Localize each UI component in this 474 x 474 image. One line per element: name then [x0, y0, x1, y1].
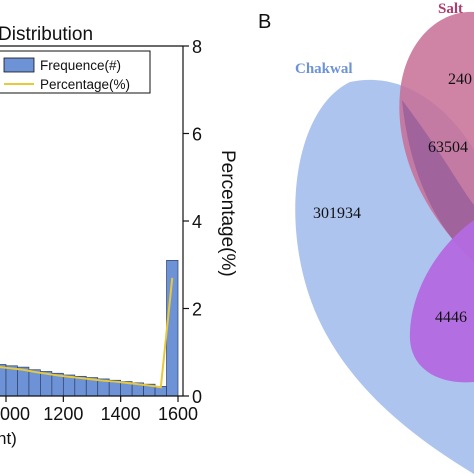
panel-label-b: B [258, 11, 271, 33]
venn-set-purple [409, 220, 474, 383]
histogram-panel: Distribution 0 2 4 6 8 000 1200 1400 1600 nt) P… [0, 24, 238, 448]
legend-frequence-swatch [3, 57, 35, 73]
histogram-bars [0, 260, 179, 397]
venn-region-label: 301934 [313, 205, 361, 222]
x-tick-label: 1400 [101, 404, 141, 424]
right-y-axis-label: Percentage(%) [217, 150, 238, 277]
histogram-bar [5, 365, 18, 397]
y-tick-label: 0 [192, 387, 202, 407]
percentage-line [0, 277, 174, 389]
y-tick-label: 8 [192, 37, 202, 57]
venn-set-label-salt: Salt [438, 1, 463, 17]
venn-region-label: 4446 [435, 309, 467, 326]
right-y-ticks: 0 2 4 6 8 [183, 37, 202, 407]
histogram-bar [28, 369, 41, 397]
venn-panel: B Chakwal Salt 301934 240 63504 4446 [258, 1, 474, 474]
x-tick-label: 1200 [43, 404, 83, 424]
x-axis-label: nt) [0, 429, 17, 448]
legend-percentage-label: Percentage(%) [40, 77, 130, 92]
legend: Frequence(#) Percentage(%) [0, 50, 151, 94]
x-ticks: 000 1200 1400 1600 [0, 396, 198, 424]
histogram-title: Distribution [0, 24, 93, 45]
venn-region-label: 63504 [428, 139, 468, 156]
venn-region-label: 240 [448, 71, 472, 88]
y-tick-label: 2 [192, 300, 202, 320]
legend-frequence-label: Frequence(#) [40, 58, 121, 73]
y-tick-label: 6 [192, 125, 202, 145]
histogram-bar [0, 364, 7, 397]
venn-set-label-chakwal: Chakwal [295, 61, 353, 77]
y-tick-label: 4 [192, 212, 202, 232]
venn-overlap-region [402, 100, 474, 262]
x-tick-label: 000 [0, 404, 30, 424]
x-tick-label: 1600 [158, 404, 198, 424]
